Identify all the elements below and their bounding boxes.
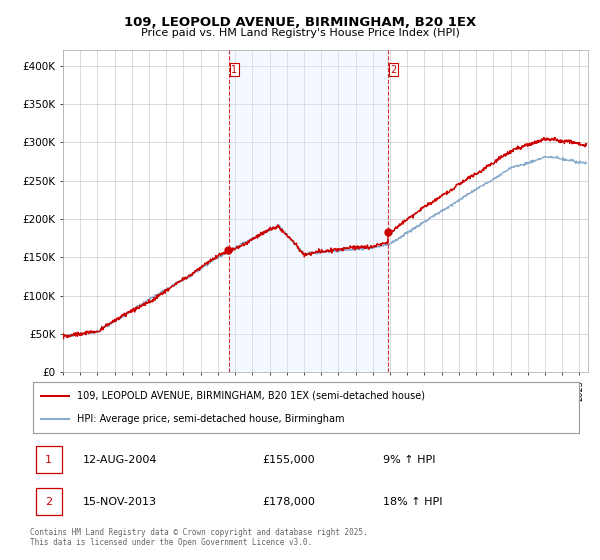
Text: 109, LEOPOLD AVENUE, BIRMINGHAM, B20 1EX (semi-detached house): 109, LEOPOLD AVENUE, BIRMINGHAM, B20 1EX… <box>77 391 425 401</box>
Text: 9% ↑ HPI: 9% ↑ HPI <box>383 455 436 465</box>
Text: 12-AUG-2004: 12-AUG-2004 <box>82 455 157 465</box>
Text: HPI: Average price, semi-detached house, Birmingham: HPI: Average price, semi-detached house,… <box>77 414 344 424</box>
Text: 1: 1 <box>231 64 237 74</box>
Text: 15-NOV-2013: 15-NOV-2013 <box>82 497 157 507</box>
Text: 109, LEOPOLD AVENUE, BIRMINGHAM, B20 1EX: 109, LEOPOLD AVENUE, BIRMINGHAM, B20 1EX <box>124 16 476 29</box>
Bar <box>229 50 388 372</box>
Text: £155,000: £155,000 <box>262 455 314 465</box>
Text: 2: 2 <box>45 497 52 507</box>
Text: Contains HM Land Registry data © Crown copyright and database right 2025.
This d: Contains HM Land Registry data © Crown c… <box>30 528 368 547</box>
FancyBboxPatch shape <box>33 382 579 433</box>
FancyBboxPatch shape <box>35 488 62 515</box>
Text: £178,000: £178,000 <box>262 497 315 507</box>
Text: 18% ↑ HPI: 18% ↑ HPI <box>383 497 443 507</box>
Text: 1: 1 <box>45 455 52 465</box>
Text: 2: 2 <box>391 64 397 74</box>
Text: Price paid vs. HM Land Registry's House Price Index (HPI): Price paid vs. HM Land Registry's House … <box>140 28 460 38</box>
FancyBboxPatch shape <box>35 446 62 473</box>
